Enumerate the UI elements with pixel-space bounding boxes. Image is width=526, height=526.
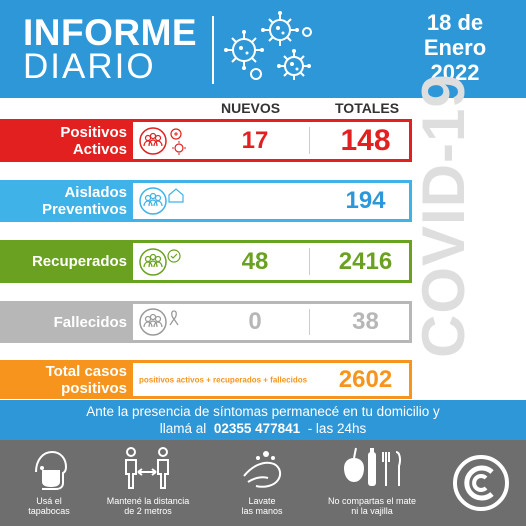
- phone-number[interactable]: 02355 477841: [213, 421, 301, 436]
- tip-no-sharing: No compartas el mate ni la vajilla: [318, 496, 426, 516]
- value-totales: 194: [345, 187, 386, 214]
- column-header-nuevos: NUEVOS: [221, 100, 281, 116]
- group-virus-icon: [139, 126, 186, 155]
- date-day: 18 de: [426, 10, 484, 35]
- value-nuevos: 17: [241, 126, 269, 154]
- tip-line1: Mantené la distancia: [106, 496, 190, 506]
- tip-distance: Mantené la distancia de 2 metros: [98, 496, 198, 516]
- tip-mask: Usá el tapabocas: [10, 496, 88, 516]
- tip-line2: ni la vajilla: [351, 506, 393, 516]
- no-sharing-icon: [344, 447, 401, 486]
- group-house-icon: [139, 187, 184, 215]
- tip-line1: No compartas el mate: [327, 496, 417, 506]
- notice-suffix: - las 24hs: [307, 421, 367, 436]
- row-values: 17 148: [133, 119, 412, 162]
- header: INFORME DIARIO: [0, 0, 526, 98]
- value-totales: 2602: [338, 365, 393, 393]
- value-totales: 148: [340, 123, 391, 157]
- tip-line2: de 2 metros: [124, 506, 172, 516]
- symptoms-notice: Ante la presencia de síntomas permanecé …: [0, 400, 526, 440]
- value-totales: 2416: [338, 247, 393, 275]
- label-line2: positivos: [61, 379, 127, 397]
- row-label: Positivos Activos: [0, 119, 133, 162]
- title-informe: INFORME: [23, 12, 198, 53]
- tip-line2: tapabocas: [28, 506, 70, 516]
- value-nuevos: 0: [248, 308, 262, 335]
- label-line2: Activos: [72, 140, 127, 158]
- row-total-casos: Total casos positivos positivos activos +…: [0, 360, 412, 399]
- tip-handwash: Lavate las manos: [222, 496, 302, 516]
- row-aislados-preventivos: Aislados Preventivos 194: [0, 180, 412, 222]
- label-line1: Fallecidos: [53, 313, 127, 331]
- total-formula-note: positivos activos + recuperados + fallec…: [139, 375, 308, 384]
- distance-icon: [125, 447, 169, 489]
- label-line1: Recuperados: [31, 253, 127, 270]
- column-header-totales: TOTALES: [335, 100, 400, 116]
- group-ribbon-icon: [139, 308, 179, 336]
- label-line2: Preventivos: [41, 201, 127, 218]
- header-divider: [212, 16, 214, 84]
- value-nuevos: 48: [241, 247, 269, 275]
- row-recuperados: Recuperados 48 2416: [0, 240, 412, 283]
- row-values: 48 2416: [133, 240, 412, 283]
- date-year: 2022: [430, 60, 480, 85]
- prevention-tips: Usá el tapabocas Mantené la distancia de 2…: [0, 440, 526, 526]
- row-label: Aislados Preventivos: [0, 180, 133, 222]
- value-separator: [309, 248, 310, 275]
- virus-icon: [224, 11, 312, 80]
- notice-prefix: llamá al: [159, 421, 207, 436]
- tip-line1: Lavate: [248, 496, 276, 506]
- title-diario: DIARIO: [23, 47, 156, 86]
- row-values: 0 38: [133, 301, 412, 343]
- municipal-logo-icon: [453, 455, 509, 511]
- covid-19-side-text: COVID-19: [410, 73, 477, 358]
- row-label: Recuperados: [0, 240, 133, 283]
- notice-line2: llamá al 02355 477841 - las 24hs: [0, 420, 526, 437]
- row-positivos-activos: Positivos Activos 17 148: [0, 119, 412, 162]
- row-fallecidos: Fallecidos 0 38: [0, 301, 412, 343]
- label-line1: Total casos: [45, 362, 127, 380]
- value-separator: [309, 309, 310, 335]
- date-month: Enero: [423, 35, 487, 60]
- row-label: Total casos positivos: [0, 360, 133, 399]
- notice-line1: Ante la presencia de síntomas permanecé …: [86, 404, 440, 419]
- value-totales: 38: [352, 308, 379, 335]
- tip-line1: Usá el: [36, 496, 62, 506]
- hand-wash-icon: [243, 451, 282, 488]
- row-values: 194: [133, 180, 412, 222]
- group-check-icon: [139, 247, 181, 276]
- label-line1: Aislados: [64, 184, 127, 201]
- face-mask-icon: [35, 450, 68, 490]
- label-line1: Positivos: [60, 123, 127, 141]
- row-label: Fallecidos: [0, 301, 133, 343]
- row-values: positivos activos + recuperados + fallec…: [133, 360, 412, 399]
- value-separator: [309, 127, 310, 154]
- tip-line2: las manos: [241, 506, 283, 516]
- report-date: 18 de Enero 2022: [400, 10, 510, 85]
